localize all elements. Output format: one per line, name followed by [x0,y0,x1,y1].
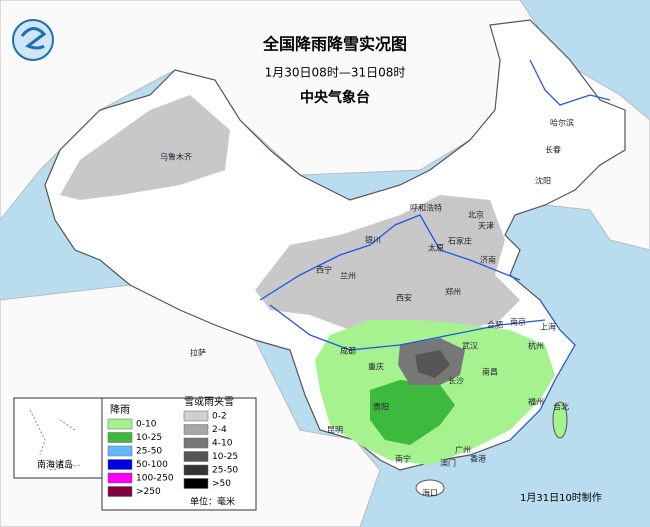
city: 昆明 [327,426,343,435]
legend-label: 10-25 [212,452,238,462]
legend-swatch [107,445,133,457]
city: 西宁 [316,265,332,275]
inset-label: 南海诸岛 [37,459,73,471]
city: 太原 [428,243,444,253]
legend-swatch [183,424,209,435]
city: 银川 [365,235,381,245]
issuer: 中央气象台 [300,89,370,106]
title: 全国降雨降雪实况图 [262,35,407,54]
legend-swatch [107,459,133,470]
legend-label: 2-4 [212,425,227,435]
city: 海口 [422,488,438,498]
snow-area-heavy [415,350,450,378]
snow-area [60,95,230,200]
city: 兰州 [340,271,356,281]
legend-label: 25-50 [136,447,162,457]
city-labels: 乌鲁木齐 哈尔滨 长春 沈阳 呼和浩特 北京 天津 石家庄 太原 银川 西宁 兰… [160,118,574,498]
legend-label: 100-250 [136,474,174,484]
city: 长春 [545,145,561,155]
rain-area-heavy [370,380,455,445]
legend-label: 10-25 [136,433,162,443]
city: 香港 [470,454,486,464]
legend-label: 0-10 [136,420,157,430]
legend-swatch [107,472,133,484]
city: 哈尔滨 [550,118,574,128]
legend-swatch [183,437,209,449]
legend-swatch [107,418,133,430]
city: 上海 [540,322,556,332]
city: 合肥 [487,320,503,330]
coast [509,299,576,441]
city: 长沙 [448,376,464,386]
inset-frame [13,397,103,479]
city: 成都 [340,346,356,356]
city: 贵阳 [373,402,389,412]
city: 广州 [455,445,471,455]
city: 重庆 [368,362,384,372]
city: 南宁 [395,454,411,464]
subtitle: 1月30日08时—31日08时 [265,66,406,80]
footer: 1月31日10时制作 [520,491,602,504]
legend-swatch [183,464,209,476]
legend-label: 4-10 [212,439,233,449]
city: 济南 [480,255,496,265]
city: 拉萨 [190,348,206,358]
legend-swatch [107,432,133,443]
city: 郑州 [445,287,461,297]
legend-title: 雪或雨夹雪 [184,395,234,408]
city: 乌鲁木齐 [160,152,192,162]
inset-islands [29,409,81,471]
city: 呼和浩特 [410,203,442,213]
legend-unit: 单位：毫米 [190,496,235,508]
city: 南京 [510,317,526,327]
river [269,304,546,351]
river [529,59,611,106]
city: 福州 [528,398,544,407]
city: 沈阳 [535,176,551,186]
river [259,214,521,301]
legend-label: 0-2 [212,412,227,422]
legend-label: 50-100 [136,460,168,470]
snow-area [255,195,520,335]
legend-label: >250 [136,487,161,497]
city: 南昌 [482,367,498,377]
legend-swatch [107,486,133,497]
city: 北京 [468,210,484,220]
city: 武汉 [462,341,478,351]
legend-swatch [183,410,209,422]
city: 澳门 [440,458,456,468]
legend-label: 25-50 [212,466,238,476]
hainan [415,479,445,497]
logo-mark [20,27,47,50]
logo [12,19,54,61]
city: 台北 [553,402,569,412]
legend-items: 0-10 10-25 25-50 50-100 100-250 >250 0-2 2-4 4-1… [107,410,238,497]
taiwan [552,401,568,439]
city: 杭州 [528,341,544,351]
legend-swatch [183,451,209,462]
city: 西安 [396,293,412,303]
legend-title: 降雨 [110,403,130,416]
legend-label: >50 [212,479,231,489]
city: 天津 [478,221,494,231]
legend-swatch [183,478,209,489]
city: 石家庄 [448,236,472,246]
